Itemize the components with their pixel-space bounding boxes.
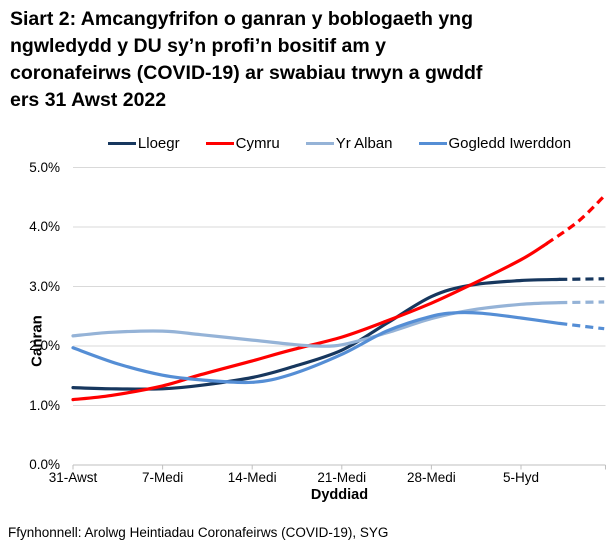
series-line-projected-yr-alban — [559, 300, 605, 305]
legend-item-yr-alban: Yr Alban — [305, 134, 393, 152]
y-axis-title: Canran — [28, 315, 46, 367]
legend-item-gogledd-iwerddon: Gogledd Iwerddon — [418, 134, 572, 152]
legend-label: Yr Alban — [335, 134, 393, 152]
series-line-projected-cymru — [545, 194, 606, 246]
y-tick-label: 4.0% — [29, 219, 60, 234]
series-line-projected-gogledd-iwerddon — [559, 321, 605, 331]
y-tick-label: 5.0% — [29, 159, 60, 175]
series-line-yr-alban — [71, 301, 561, 348]
legend-label: Gogledd Iwerddon — [448, 134, 572, 152]
x-tick-label: 31-Awst — [48, 470, 98, 485]
chart-title-line-4: ers 31 Awst 2022 — [10, 89, 167, 111]
legend-line-swatch — [418, 141, 447, 145]
chart-title-line-2: ngwledydd y DU sy’n profi’n bositif am y — [10, 35, 386, 57]
legend-line-swatch — [107, 141, 136, 145]
plot-area — [71, 167, 606, 470]
x-tick-label: 14-Medi — [227, 470, 277, 485]
x-tick-label: 5-Hyd — [502, 470, 539, 485]
legend-label: Cymru — [235, 134, 280, 152]
y-tick-label: 0.0% — [29, 457, 60, 472]
chart-title-line-1: Siart 2: Amcangyfrifon o ganran y boblog… — [10, 8, 473, 30]
x-axis-title: Dyddiad — [310, 487, 369, 503]
legend-line-swatch — [205, 141, 234, 145]
x-tick-label: 28-Medi — [407, 470, 456, 485]
legend-item-lloegr: Lloegr — [107, 134, 180, 152]
legend-item-cymru: Cymru — [205, 134, 280, 152]
legend-line-swatch — [305, 141, 334, 145]
chart-title: Siart 2: Amcangyfrifon o ganran y boblog… — [10, 6, 605, 114]
y-tick-label: 3.0% — [29, 278, 60, 294]
source-note: Ffynhonnell: Arolwg Heintiadau Coronafei… — [8, 525, 389, 540]
series-line-gogledd-iwerddon — [71, 310, 561, 385]
x-tick-label: 7-Medi — [141, 470, 184, 485]
series-line-projected-lloegr — [559, 277, 605, 281]
y-tick-label: 1.0% — [29, 397, 60, 413]
x-tick-label: 21-Medi — [317, 470, 367, 485]
chart-title-line-3: coronafeirws (COVID-19) ar swabiau trwyn… — [10, 62, 483, 84]
series-line-cymru — [71, 242, 549, 402]
legend-label: Lloegr — [137, 134, 180, 152]
y-tick-label: 2.0% — [29, 338, 60, 353]
legend: Lloegr Cymru Yr Alban Gogledd Iwerddon — [73, 133, 606, 153]
